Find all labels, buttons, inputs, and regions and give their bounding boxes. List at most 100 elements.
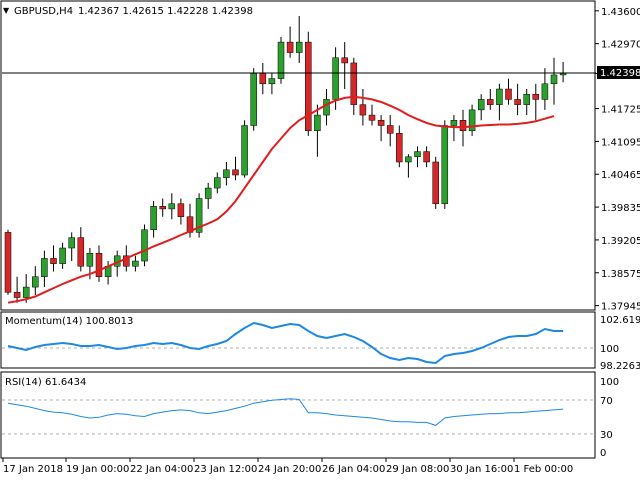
- candle-body: [223, 169, 230, 178]
- momentum-tick: 98.2263: [600, 361, 640, 372]
- candle-body: [441, 125, 449, 204]
- momentum-tick: 102.6196: [600, 315, 640, 326]
- candle-body: [13, 292, 21, 298]
- candle-body: [523, 93, 530, 105]
- candle-body: [259, 73, 267, 85]
- candle-body: [532, 93, 540, 100]
- candle-body: [386, 125, 394, 134]
- candle-body: [150, 206, 157, 231]
- candle-body: [250, 73, 257, 126]
- candle-body: [177, 203, 185, 217]
- candle-body: [168, 203, 176, 210]
- candle-body: [405, 156, 412, 163]
- price-panel-frame: [0, 0, 596, 311]
- momentum-label: Momentum(14) 100.8013: [5, 316, 133, 327]
- candle-body: [450, 120, 458, 126]
- price-tick-label: 1.41095: [601, 137, 640, 148]
- rsi-tick: 0: [600, 448, 606, 459]
- price-axis: 1.43600 1.42970 1.41725 1.41095 1.40465 1.398…: [595, 7, 640, 313]
- candle-body: [541, 83, 549, 100]
- candle-body: [22, 286, 30, 298]
- time-tick-label: 22 Jan 04:00: [130, 464, 193, 475]
- time-tick-label: 23 Jan 12:00: [194, 464, 257, 475]
- price-tick-label: 1.38575: [601, 269, 640, 280]
- candle-body: [323, 99, 330, 116]
- candle-body: [514, 99, 521, 105]
- candle-body: [68, 237, 75, 249]
- time-axis: 17 Jan 2018 19 Jan 00:00 22 Jan 04:00 23 Ja…: [2, 458, 573, 475]
- price-tick-label: 1.40465: [601, 170, 640, 181]
- candle-body: [277, 41, 285, 79]
- time-tick-label: 17 Jan 2018: [3, 464, 63, 475]
- candle-body: [4, 232, 12, 293]
- candle-body: [432, 161, 439, 204]
- moving-average-line: [7, 95, 555, 304]
- ohlc-values: 1.42367 1.42615 1.42228 1.42398: [78, 6, 253, 17]
- time-tick-label: 29 Jan 08:00: [386, 464, 449, 475]
- candle-body: [50, 258, 57, 264]
- price-tick-label: 1.43600: [601, 7, 640, 18]
- candle-body: [295, 41, 303, 53]
- candle-body: [423, 151, 430, 163]
- price-tick-label: 1.41725: [601, 105, 640, 116]
- rsi-label: RSI(14) 61.6434: [5, 377, 86, 388]
- candle-body: [195, 198, 203, 233]
- candle-body: [214, 177, 221, 189]
- candle-body: [359, 104, 367, 116]
- candles-group: [4, 16, 567, 303]
- candle-body: [350, 62, 358, 105]
- candle-body: [396, 133, 403, 163]
- candle-body: [459, 120, 467, 131]
- candle-body: [159, 206, 166, 210]
- candle-body: [332, 57, 339, 100]
- price-tick-label: 1.39835: [601, 203, 640, 214]
- candle-body: [86, 252, 94, 267]
- candle-body: [241, 125, 248, 176]
- price-tick-label: 1.37945: [601, 302, 640, 313]
- triangle-down-icon[interactable]: ▼: [3, 6, 10, 15]
- candle-body: [414, 151, 421, 158]
- candle-body: [341, 57, 348, 64]
- candle-body: [314, 114, 321, 131]
- current-price-box: [597, 66, 640, 79]
- candle-body: [505, 88, 512, 100]
- candle-body: [95, 252, 103, 277]
- momentum-line: [7, 321, 564, 365]
- candle-body: [368, 114, 376, 121]
- time-tick-label: 26 Jan 04:00: [322, 464, 385, 475]
- price-tick-label: 1.39205: [601, 236, 640, 247]
- candle-body: [305, 41, 312, 131]
- candle-body: [496, 88, 503, 105]
- candle-body: [77, 237, 85, 267]
- candle-body: [59, 247, 66, 264]
- candle-body: [232, 169, 239, 176]
- candle-body: [377, 120, 385, 126]
- time-tick-label: 24 Jan 20:00: [258, 464, 321, 475]
- candle-body: [32, 276, 39, 288]
- time-tick-label: 19 Jan 00:00: [66, 464, 129, 475]
- rsi-panel-frame: [0, 371, 596, 459]
- rsi-tick: 100: [600, 377, 619, 388]
- rsi-tick: 70: [600, 396, 613, 407]
- time-tick-label: 1 Feb 00:00: [514, 464, 573, 475]
- momentum-panel-frame: [0, 311, 596, 369]
- current-price-label: 1.42398: [600, 68, 640, 79]
- price-tick-label: 1.42970: [601, 40, 640, 51]
- candle-body: [468, 109, 476, 131]
- candle-body: [286, 41, 294, 53]
- candle-body: [41, 258, 48, 277]
- candle-body: [487, 99, 494, 105]
- candle-body: [204, 187, 212, 199]
- momentum-tick: 100: [600, 344, 619, 355]
- candle-body: [123, 255, 130, 267]
- symbol-timeframe: GBPUSD,H4: [14, 6, 73, 17]
- candle-body: [559, 73, 567, 76]
- candle-body: [141, 229, 148, 262]
- rsi-line: [7, 398, 564, 426]
- rsi-tick: 30: [600, 430, 613, 441]
- candle-body: [550, 74, 558, 85]
- candle-body: [268, 78, 276, 85]
- candle-body: [132, 260, 139, 267]
- candle-body: [477, 99, 485, 111]
